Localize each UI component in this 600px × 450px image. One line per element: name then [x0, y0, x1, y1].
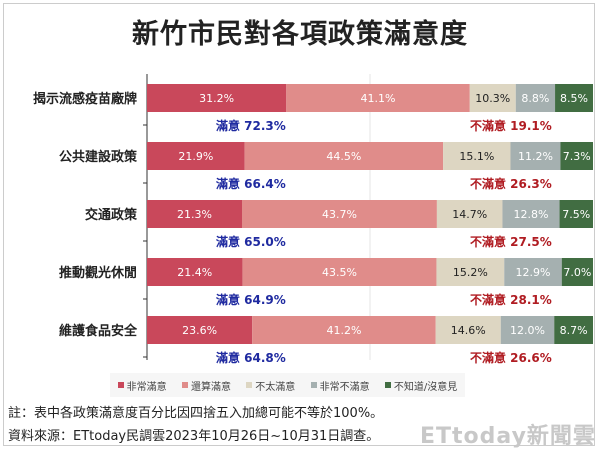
legend-swatch: [117, 382, 124, 388]
segment-label: 21.3%: [177, 208, 212, 221]
bar-segment: [559, 200, 593, 228]
bar-segment: [510, 142, 561, 170]
bar-segment: [435, 316, 501, 344]
legend-swatch: [384, 382, 391, 388]
dissatisfied-total: 不滿意 28.1%: [470, 292, 552, 307]
bar-segment: [469, 84, 516, 112]
satisfied-total: 滿意 64.8%: [216, 350, 286, 365]
bar-segment: [554, 316, 593, 344]
bar-segment: [504, 258, 562, 286]
bar-segment: [252, 316, 436, 344]
legend-item: 不知道/沒意見: [384, 378, 458, 393]
segment-label: 8.8%: [521, 92, 549, 105]
segment-label: 12.8%: [514, 208, 549, 221]
stacked-bar-chart: 揭示流感疫苗廠牌 31.2% 41.1% 10.3% 8.8% 8.5% 滿意 72.3% 不…: [33, 74, 593, 365]
segment-label: 15.2%: [453, 266, 488, 279]
segment-label: 43.7%: [322, 208, 357, 221]
segment-label: 11.2%: [518, 150, 553, 163]
watermark-logo: ETtoday新聞雲: [420, 424, 596, 449]
legend-swatch: [310, 382, 317, 388]
segment-label: 12.9%: [516, 266, 551, 279]
segment-label: 8.5%: [560, 92, 588, 105]
bar-segment: [147, 316, 253, 344]
segment-label: 31.2%: [199, 92, 234, 105]
segment-label: 7.3%: [563, 150, 591, 163]
segment-label: 7.0%: [563, 266, 591, 279]
legend-item: 非常滿意: [117, 378, 167, 393]
category-label: 揭示流感疫苗廠牌: [33, 91, 137, 107]
satisfied-total: 滿意 64.9%: [216, 292, 286, 307]
dissatisfied-total: 不滿意 26.3%: [470, 176, 552, 191]
segment-label: 12.0%: [510, 324, 545, 337]
footnote: 註：表中各政策滿意度百分比因四捨五入加總可能不等於100%。: [8, 406, 384, 421]
legend-item: 非常不滿意: [310, 378, 370, 393]
segment-label: 21.4%: [177, 266, 212, 279]
legend-item: 不太滿意: [246, 378, 295, 393]
category-label: 公共建設政策: [59, 149, 138, 165]
segment-label: 41.1%: [361, 92, 396, 105]
dissatisfied-total: 不滿意 19.1%: [470, 118, 552, 133]
segment-label: 14.7%: [452, 208, 487, 221]
satisfied-total: 滿意 72.3%: [216, 118, 286, 133]
bar-segment: [443, 142, 511, 170]
legend: 非常滿意 還算滿意 不太滿意 非常不滿意 不知道/沒意見: [110, 373, 465, 397]
bar-segment: [242, 258, 437, 286]
segment-label: 15.1%: [459, 150, 494, 163]
bar-segment: [560, 142, 593, 170]
segment-label: 10.3%: [475, 92, 510, 105]
bar-segment: [555, 84, 593, 112]
bar-segment: [502, 200, 560, 228]
chart-frame: [3, 3, 595, 446]
legend-label: 不太滿意: [255, 381, 296, 393]
legend-item: 還算滿意: [181, 378, 231, 393]
segment-label: 8.7%: [560, 324, 588, 337]
bar-segment: [286, 84, 470, 112]
bar-segment: [241, 200, 437, 228]
source-note: 資料來源：ETtoday民調雲2023年10月26日~10月31日調查。: [8, 429, 380, 444]
bar-segment: [147, 84, 287, 112]
bar-segment: [515, 84, 556, 112]
legend-label: 不知道/沒意見: [393, 381, 458, 393]
segment-label: 14.6%: [451, 324, 486, 337]
legend-swatch: [246, 382, 253, 388]
segment-label: 7.5%: [562, 208, 590, 221]
segment-label: 44.5%: [326, 150, 361, 163]
bar-segment: [561, 258, 593, 286]
dissatisfied-total: 不滿意 26.6%: [470, 350, 552, 365]
segment-label: 23.6%: [182, 324, 217, 337]
legend-label: 還算滿意: [190, 381, 231, 393]
bar-segment: [147, 200, 242, 228]
segment-label: 21.9%: [178, 150, 213, 163]
chart-title: 新竹市民對各項政策滿意度: [132, 19, 468, 50]
legend-swatch: [181, 382, 188, 388]
satisfied-total: 滿意 65.0%: [216, 234, 286, 249]
bar-segment: [436, 258, 505, 286]
dissatisfied-total: 不滿意 27.5%: [470, 234, 552, 249]
segment-label: 43.5%: [322, 266, 357, 279]
bar-segment: [244, 142, 444, 170]
bar-segment: [147, 258, 243, 286]
bar-segment: [436, 200, 503, 228]
legend-label: 非常不滿意: [319, 381, 370, 393]
category-label: 交通政策: [85, 207, 138, 223]
category-label: 維護食品安全: [59, 323, 138, 339]
segment-label: 41.2%: [326, 324, 361, 337]
category-label: 推動觀光休閒: [59, 265, 137, 281]
bar-segment: [500, 316, 555, 344]
bar-segment: [147, 142, 245, 170]
legend-label: 非常滿意: [126, 381, 167, 393]
satisfied-total: 滿意 66.4%: [216, 176, 286, 191]
